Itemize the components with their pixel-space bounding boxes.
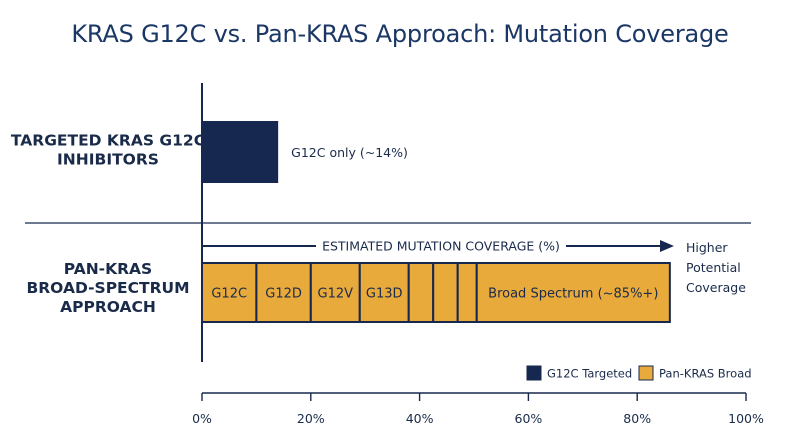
bar-segment-pan-kras: [432, 262, 459, 323]
bar-segment-pan-kras: [201, 262, 258, 323]
arrow-end-label-line: Higher: [686, 240, 728, 255]
category-label: PAN-KRAS BROAD-SPECTRUM APPROACH: [26, 260, 189, 316]
x-tick-label: 20%: [297, 411, 325, 426]
arrow-end-label-line: Potential: [686, 260, 741, 275]
labels-group: TARGETED KRAS G12C INHIBITORS PAN-KRAS BROA…: [11, 132, 746, 317]
legend-group: G12C Targeted Pan-KRAS Broad: [526, 365, 752, 381]
x-tick-label: 100%: [728, 411, 764, 426]
x-tick-label: 60%: [515, 411, 543, 426]
coverage-arrow-head: [660, 240, 674, 252]
segment-label: Broad Spectrum (~85%+): [488, 287, 658, 302]
bar-annotation: G12C only (~14%): [291, 145, 408, 160]
segment-label: G12C: [211, 287, 247, 302]
category-label-line: INHIBITORS: [57, 151, 159, 169]
segment-label: G12V: [318, 287, 354, 302]
x-tick-label: 80%: [623, 411, 651, 426]
category-label-line: TARGETED KRAS G12C: [11, 132, 205, 150]
legend-swatch: [638, 365, 654, 381]
bar-segment-pan-kras: [475, 262, 671, 323]
arrow-end-label: Higher Potential Coverage: [686, 240, 746, 295]
axes-group: 0% 20% 40% 60% 80% 100%: [25, 83, 764, 426]
category-label-line: BROAD-SPECTRUM: [26, 279, 189, 297]
x-tick-label: 40%: [406, 411, 434, 426]
legend-label: Pan-KRAS Broad: [659, 367, 752, 381]
category-label-line: APPROACH: [60, 298, 156, 316]
legend-label: G12C Targeted: [547, 367, 632, 381]
bars-group: [201, 121, 671, 323]
legend-swatch: [526, 365, 542, 381]
bar-g12c-targeted: [202, 121, 279, 183]
segment-label: G13D: [366, 287, 403, 302]
x-tick-label: 0%: [192, 411, 212, 426]
arrow-label: ESTIMATED MUTATION COVERAGE (%): [322, 239, 560, 254]
bar-segment-pan-kras: [358, 262, 410, 323]
arrow-end-label-line: Coverage: [686, 280, 746, 295]
category-label-line: PAN-KRAS: [64, 260, 152, 278]
bar-segment-pan-kras: [255, 262, 312, 323]
bar-segment-pan-kras: [456, 262, 478, 323]
chart-title: KRAS G12C vs. Pan-KRAS Approach: Mutatio…: [71, 20, 729, 48]
category-label: TARGETED KRAS G12C INHIBITORS: [11, 132, 205, 169]
bar-segment-pan-kras: [309, 262, 361, 323]
bar-segment-pan-kras: [407, 262, 435, 323]
segment-label: G12D: [265, 287, 302, 302]
